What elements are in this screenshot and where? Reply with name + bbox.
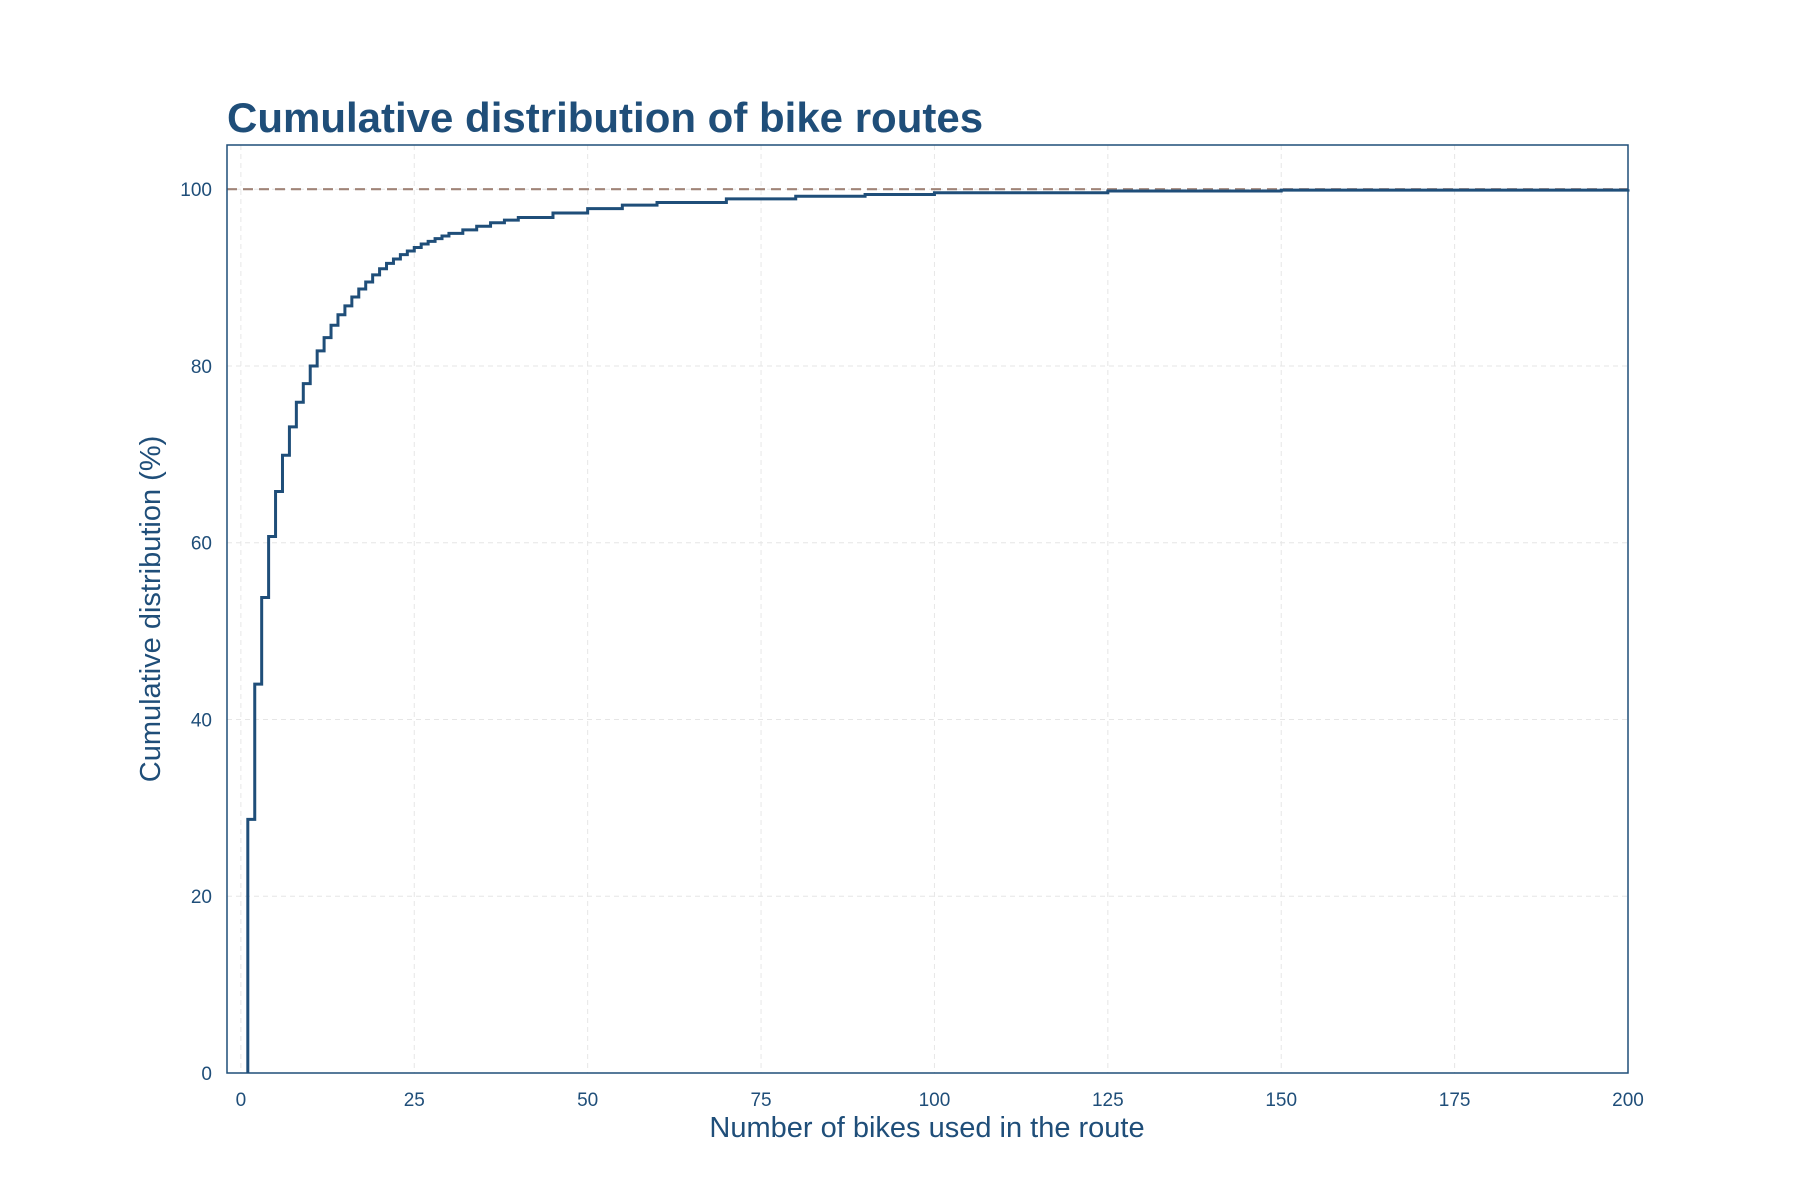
x-tick-label: 150 [1265, 1090, 1297, 1111]
x-tick-label: 125 [1092, 1090, 1124, 1111]
x-tick-label: 200 [1612, 1090, 1644, 1111]
y-tick-label: 0 [201, 1064, 212, 1085]
x-tick-label: 50 [577, 1090, 598, 1111]
x-tick-label: 75 [750, 1090, 771, 1111]
x-tick-label: 0 [236, 1090, 247, 1111]
y-axis-label: Cumulative distribution (%) [135, 436, 167, 783]
y-ticks: 0 20 40 60 80 100 [180, 180, 212, 1085]
y-tick-label: 80 [191, 357, 212, 378]
chart-title: Cumulative distribution of bike routes [227, 94, 983, 141]
series-group [246, 188, 1630, 1073]
y-tick-label: 60 [191, 534, 212, 555]
plot-frame [226, 144, 1629, 1074]
x-tick-label: 25 [404, 1090, 425, 1111]
x-tick-label: 175 [1439, 1090, 1471, 1111]
y-tick-label: 40 [191, 710, 212, 731]
x-tick-label: 100 [919, 1090, 951, 1111]
grid [227, 145, 1629, 1074]
cdf-step-line [246, 188, 1630, 1073]
x-ticks: 0 25 50 75 100 125 150 175 200 [236, 1090, 1644, 1111]
y-tick-label: 100 [180, 180, 212, 201]
x-axis-label: Number of bikes used in the route [709, 1112, 1144, 1144]
y-tick-label: 20 [191, 887, 212, 908]
